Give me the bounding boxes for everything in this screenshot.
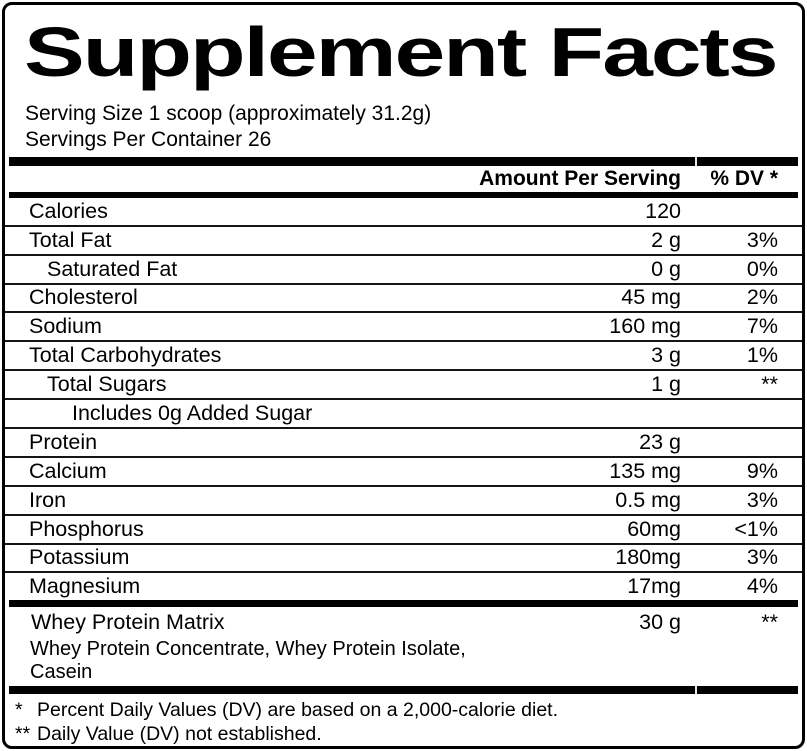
- servings-per-container-line: Servings Per Container 26: [25, 127, 272, 151]
- footnote-text: Percent Daily Values (DV) are based on a…: [37, 699, 558, 721]
- footnote-text: Daily Value (DV) not established.: [37, 723, 322, 745]
- table-row: Calcium 135 mg 9%: [5, 458, 802, 487]
- table-row: Includes 0g Added Sugar: [5, 400, 802, 429]
- nutrient-name: Includes 0g Added Sugar: [72, 401, 313, 426]
- nutrient-name: Protein: [29, 429, 98, 454]
- column-notch: [695, 157, 697, 166]
- nutrient-name: Phosphorus: [29, 516, 144, 541]
- nutrient-dv: 3%: [746, 545, 778, 570]
- nutrient-name: Total Fat: [29, 227, 112, 252]
- nutrient-dv: 4%: [746, 574, 778, 599]
- nutrient-amount: 23 g: [639, 429, 681, 454]
- nutrient-amount: 160 mg: [609, 314, 681, 339]
- nutrient-name: Sodium: [29, 314, 102, 339]
- nutrient-dv: **: [761, 372, 778, 397]
- nutrient-amount: 45 mg: [621, 285, 681, 310]
- footnotes: * Percent Daily Values (DV) are based on…: [5, 694, 802, 746]
- nutrient-name: Cholesterol: [29, 285, 138, 310]
- table-row: Iron 0.5 mg 3%: [5, 487, 802, 516]
- table-row: Total Fat 2 g 3%: [5, 227, 802, 256]
- table-row: Total Sugars 1 g **: [5, 371, 802, 401]
- matrix-name: Whey Protein Matrix: [31, 610, 225, 635]
- nutrient-name: Calcium: [29, 458, 107, 483]
- divider-thick-top: [9, 157, 798, 166]
- nutrient-table: Calories 120 Total Fat 2 g 3% Saturated …: [5, 198, 802, 600]
- nutrient-dv: 7%: [746, 314, 778, 339]
- table-row: Saturated Fat 0 g 0%: [5, 256, 802, 285]
- label-title: Supplement Facts: [5, 5, 802, 89]
- nutrient-amount: 180mg: [615, 545, 681, 570]
- table-row: Protein 23 g: [5, 429, 802, 458]
- dv-column-header: % DV *: [710, 167, 778, 191]
- serving-info: Serving Size 1 scoop (approximately 31.2…: [25, 101, 802, 152]
- nutrient-name: Iron: [29, 487, 67, 512]
- nutrient-amount: 120: [645, 198, 681, 223]
- column-notch: [695, 686, 697, 694]
- matrix-dv: **: [761, 610, 778, 635]
- matrix-ingredients-line2: Casein: [30, 660, 93, 683]
- nutrient-amount: 135 mg: [609, 458, 681, 483]
- nutrient-amount: 17mg: [627, 574, 681, 599]
- nutrient-dv: 9%: [746, 458, 778, 483]
- table-row: Potassium 180mg 3%: [5, 545, 802, 574]
- matrix-row: Whey Protein Matrix 30 g **: [5, 607, 802, 636]
- nutrient-name: Saturated Fat: [47, 256, 178, 281]
- table-row: Magnesium 17mg 4%: [5, 573, 802, 600]
- nutrient-dv: <1%: [734, 516, 778, 541]
- serving-size-line: Serving Size 1 scoop (approximately 31.2…: [25, 102, 432, 125]
- footnote-marker: *: [15, 699, 23, 721]
- divider-medium-header: [9, 191, 798, 198]
- nutrient-dv: 3%: [746, 487, 778, 512]
- divider-medium-matrix: [9, 600, 798, 608]
- footnote-dv-basis: * Percent Daily Values (DV) are based on…: [15, 698, 792, 722]
- table-row: Calories 120: [5, 198, 802, 227]
- nutrient-dv: 1%: [746, 343, 778, 368]
- nutrient-name: Total Carbohydrates: [29, 343, 222, 368]
- table-row: Phosphorus 60mg <1%: [5, 516, 802, 545]
- matrix-ingredients-line1: Whey Protein Concentrate, Whey Protein I…: [30, 638, 466, 660]
- matrix-amount: 30 g: [639, 610, 681, 635]
- table-row: Sodium 160 mg 7%: [5, 313, 802, 343]
- nutrient-amount: 2 g: [651, 227, 681, 252]
- nutrient-amount: 1 g: [651, 372, 681, 397]
- nutrient-name: Calories: [29, 198, 108, 223]
- nutrient-dv: 0%: [746, 256, 778, 281]
- table-row: Total Carbohydrates 3 g 1%: [5, 342, 802, 372]
- footnote-marker: **: [15, 723, 31, 745]
- nutrient-dv: 2%: [746, 285, 778, 310]
- nutrient-name: Total Sugars: [47, 372, 167, 397]
- footnote-dv-not-established: ** Daily Value (DV) not established.: [15, 722, 792, 746]
- nutrient-amount: 60mg: [627, 516, 681, 541]
- divider-thick-bottom: [9, 686, 798, 694]
- nutrient-amount: 0.5 mg: [615, 487, 681, 512]
- nutrient-dv: 3%: [746, 227, 778, 252]
- table-row: Cholesterol 45 mg 2%: [5, 285, 802, 314]
- nutrient-name: Magnesium: [29, 574, 141, 599]
- table-header-row: Amount Per Serving % DV *: [5, 167, 802, 192]
- label-title-text: Supplement Facts: [24, 13, 779, 91]
- nutrient-amount: 0 g: [651, 256, 681, 281]
- nutrient-amount: 3 g: [651, 343, 681, 368]
- matrix-ingredients: Whey Protein Concentrate, Whey Protein I…: [5, 636, 802, 683]
- nutrient-name: Potassium: [29, 545, 130, 570]
- amount-column-header: Amount Per Serving: [479, 167, 681, 191]
